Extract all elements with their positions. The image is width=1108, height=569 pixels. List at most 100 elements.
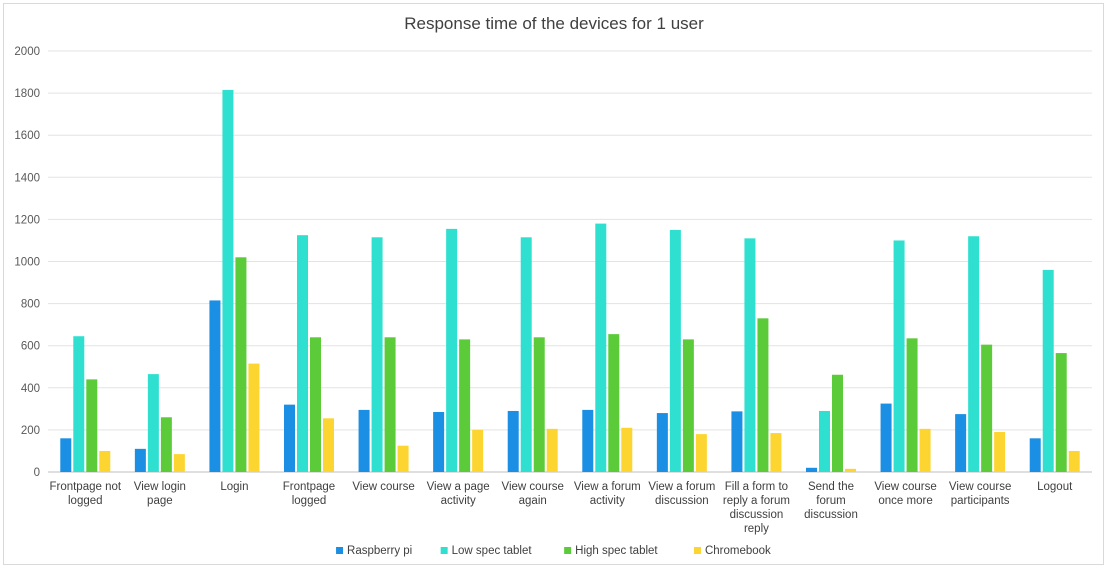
x-category-label-line: discussion: [804, 509, 858, 521]
bar: [284, 404, 295, 472]
bar: [147, 374, 159, 472]
x-category-label-line: Logout: [1037, 481, 1073, 493]
bar: [819, 410, 830, 472]
x-category-label: View course: [352, 481, 414, 493]
legend-label: Raspberry pi: [347, 545, 412, 557]
bar: [770, 433, 782, 472]
legend-label: Chromebook: [705, 545, 771, 557]
bar: [358, 409, 370, 472]
bar: [397, 445, 409, 472]
y-tick-label: 200: [21, 425, 40, 437]
y-tick-label: 600: [21, 341, 40, 353]
bar: [86, 379, 98, 472]
bar: [384, 337, 396, 472]
y-tick-label: 1400: [14, 172, 40, 184]
bar: [546, 428, 558, 472]
legend-swatch: [336, 547, 344, 554]
bar: [1029, 438, 1041, 472]
x-category-label-line: View a page: [427, 481, 490, 493]
y-axis-tick-labels: 0 200 400 600 800 1000 1200 1400 1600 1800 2000: [14, 46, 40, 479]
legend-swatch: [693, 547, 701, 554]
x-category-label: View a page activity: [427, 481, 490, 507]
x-category-label: View a forum activity: [574, 481, 641, 507]
x-category-label: Fill a form to reply a forum discussion rep…: [723, 481, 790, 535]
x-category-label-line: Login: [220, 481, 248, 493]
bar: [669, 229, 681, 472]
chart-title: Response time of the devices for 1 user: [404, 14, 704, 33]
x-category-label-line: reply: [744, 523, 769, 535]
x-category-label: Frontpage not logged: [49, 481, 121, 507]
bar: [955, 414, 967, 472]
bar: [248, 363, 260, 472]
bar: [297, 235, 308, 472]
bar: [1042, 269, 1054, 472]
bar: [695, 434, 707, 472]
gridlines: [48, 50, 1092, 473]
bar: [621, 427, 633, 472]
y-tick-label: 1800: [14, 88, 40, 100]
x-category-label-line: again: [519, 495, 547, 507]
bar: [1055, 353, 1067, 472]
x-category-label: View login page: [134, 481, 186, 507]
legend-label: High spec tablet: [575, 545, 658, 557]
x-category-label-line: reply a forum: [723, 495, 790, 507]
y-tick-label: 2000: [14, 46, 40, 58]
bar: [845, 468, 856, 472]
legend-label: Low spec tablet: [452, 545, 533, 557]
x-category-label-line: discussion: [730, 509, 784, 521]
bar: [533, 337, 545, 472]
bar: [1068, 450, 1080, 472]
bar: [459, 339, 471, 472]
bar: [60, 438, 72, 472]
bar: [173, 454, 185, 472]
bars: [60, 89, 1080, 472]
bar: [507, 410, 519, 472]
bar: [682, 339, 694, 472]
y-tick-label: 1600: [14, 130, 40, 142]
x-category-label-line: participants: [951, 495, 1010, 507]
bar: [323, 418, 334, 472]
bar: [880, 403, 892, 472]
bar: [209, 300, 221, 472]
bar: [310, 337, 321, 472]
bar: [968, 236, 980, 472]
bar: [994, 432, 1006, 472]
x-category-label-line: activity: [441, 495, 476, 507]
x-category-label-line: View course: [352, 481, 414, 493]
x-category-label-line: activity: [590, 495, 625, 507]
x-category-label-line: Fill a form to: [725, 481, 788, 493]
bar: [906, 338, 918, 472]
x-category-label: Frontpage logged: [283, 481, 335, 507]
x-category-label-line: View a forum: [648, 481, 715, 493]
x-category-label: Login: [220, 481, 248, 493]
bar: [433, 412, 445, 472]
x-category-label-line: page: [147, 495, 173, 507]
x-category-label-line: View login: [134, 481, 186, 493]
x-axis-category-labels: Frontpage not logged View login page Login Fr…: [49, 481, 1073, 535]
bar: [806, 467, 817, 472]
legend-swatch: [440, 547, 448, 554]
bar: [582, 409, 594, 472]
x-category-label-line: Frontpage not: [49, 481, 121, 493]
x-category-label-line: View course: [874, 481, 936, 493]
bar: [235, 257, 247, 472]
x-category-label-line: Frontpage: [283, 481, 335, 493]
x-category-label-line: logged: [68, 495, 103, 507]
bar: [595, 223, 607, 472]
legend: Raspberry pi Low spec tablet High spec tab…: [336, 545, 771, 557]
bar: [99, 450, 111, 472]
bar: [731, 411, 743, 472]
bar: [472, 429, 484, 472]
x-category-label-line: View course: [501, 481, 563, 493]
bar: [446, 228, 458, 472]
bar: [919, 428, 931, 472]
x-category-label: Logout: [1037, 481, 1073, 493]
x-category-label-line: View course: [949, 481, 1011, 493]
bar: [160, 417, 172, 472]
legend-swatch: [564, 547, 572, 554]
bar: [893, 240, 905, 472]
x-category-label-line: Send the: [808, 481, 854, 493]
x-category-label: View a forum discussion: [648, 481, 715, 507]
bar: [222, 89, 234, 472]
bar: [757, 318, 769, 472]
